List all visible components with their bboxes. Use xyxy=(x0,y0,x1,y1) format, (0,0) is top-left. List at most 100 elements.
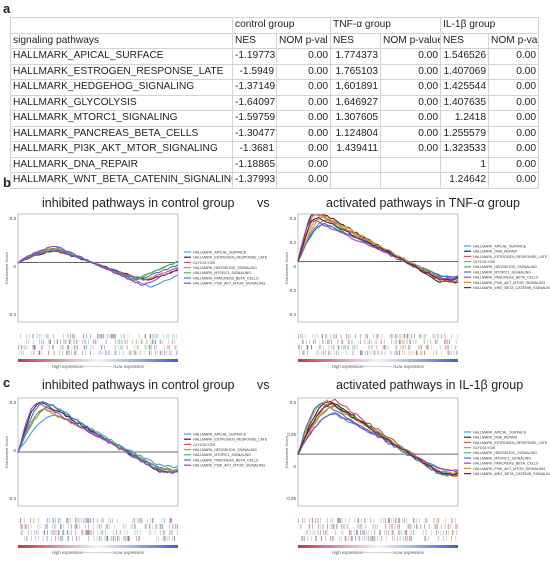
pathway-name-cell: HALLMARK_ESTROGEN_RESPONSE_LATE xyxy=(10,63,233,80)
rank-gradient-bar xyxy=(298,359,458,362)
value-cell: 1.255579 xyxy=(440,125,490,142)
enrichment-curve xyxy=(297,216,459,281)
legend-label: HALLMARK_APICAL_SURFACE xyxy=(473,244,527,248)
enrichment-curve xyxy=(17,403,179,473)
enrichment-curve xyxy=(297,214,459,284)
value-cell xyxy=(330,172,381,189)
legend-label: HALLMARK_HEDGEHOG_SIGNALING xyxy=(193,266,257,270)
gsea-plot-c-left: Enrichment Score 0.3 0 -0.3 HALLMARK_APICAL_… xyxy=(4,397,268,555)
pathway-name-cell: HALLMARK_WNT_BETA_CATENIN_SIGNALING xyxy=(10,172,233,189)
legend-label: HALLMARK_APICAL_SURFACE xyxy=(193,432,247,436)
y-tick-label: -0.25 xyxy=(286,496,297,501)
table-row: HALLMARK_DNA_REPAIR -1.18865 0.00 1 0.00 xyxy=(10,156,540,173)
value-cell: 1.546526 xyxy=(440,48,490,65)
value-cell: 1.774373 xyxy=(330,48,381,65)
enrichment-curve xyxy=(297,215,459,281)
value-cell: 0.00 xyxy=(488,63,540,80)
y-tick-label: -0.3 xyxy=(8,312,16,317)
table-row: HALLMARK_GLYCOLYSIS -1.64097 0.00 1.646927 0… xyxy=(10,94,540,111)
enrichment-curve xyxy=(297,413,459,472)
group-header: IL-1β group xyxy=(440,17,540,34)
b-right-title: activated pathways in TNF-α group xyxy=(326,196,520,210)
legend-label: HALLMARK_MTORC1_SIGNALING xyxy=(193,453,251,457)
enrichment-curve xyxy=(297,405,459,474)
panel-label-c: c xyxy=(3,375,11,390)
sub-header: NOM p-val xyxy=(276,32,331,49)
y-axis-label: Enrichment Score xyxy=(284,251,289,284)
table-group-header-row: control group TNF-α group IL-1β group xyxy=(10,17,540,34)
legend-label: HALLMARK_PI3K_AKT_MTOR_SIGNALING xyxy=(473,467,545,471)
legend-label: HALLMARK_MTORC1_SIGNALING xyxy=(473,456,531,460)
row-header: signaling pathways xyxy=(10,32,233,49)
enrichment-curve xyxy=(17,245,179,286)
value-cell: 1.425544 xyxy=(440,79,490,96)
legend-label: HALLMARK_ESTROGEN_RESPONSE_LATE xyxy=(193,256,268,260)
legend-label: HALLMARK_DNA_REPAIR xyxy=(473,436,517,440)
value-cell: 0.00 xyxy=(488,125,540,142)
legend-label: HALLMARK_ESTROGEN_RESPONSE_LATE xyxy=(473,255,548,259)
value-cell: 1.407635 xyxy=(440,94,490,111)
x-axis-label: High expression<-------------------->Low… xyxy=(332,364,425,369)
table-row: HALLMARK_MTORC1_SIGNALING -1.59759 0.00 1.3… xyxy=(10,110,540,127)
legend-label: HALLMARK_PI3K_AKT_MTOR_SIGNALING xyxy=(473,281,545,285)
c-vs-label: vs xyxy=(257,378,270,392)
b-left-title: inhibited pathways in control group xyxy=(42,196,235,210)
value-cell: 0.00 xyxy=(276,156,331,173)
legend-label: HALLMARK_PI3K_AKT_MTOR_SIGNALING xyxy=(193,464,265,468)
enrichment-curve xyxy=(17,248,179,280)
y-tick-label: 0.4 xyxy=(290,216,297,221)
y-axis-label: Enrichment Score xyxy=(4,251,9,284)
value-cell: 0.00 xyxy=(276,110,331,127)
legend-label: HALLMARK_PI3K_AKT_MTOR_SIGNALING xyxy=(193,282,265,286)
y-tick-label: 0 xyxy=(13,448,16,453)
value-cell: 0.00 xyxy=(488,141,540,158)
legend-label: GLYCOLYSIS xyxy=(473,446,496,450)
value-cell: 0.00 xyxy=(276,48,331,65)
pathway-name-cell: HALLMARK_GLYCOLYSIS xyxy=(10,94,233,111)
value-cell: -1.3681 xyxy=(232,141,277,158)
enrichment-curve xyxy=(17,402,179,474)
legend-label: GLYCOLYSIS xyxy=(473,260,496,264)
value-cell: 0.00 xyxy=(379,63,442,80)
value-cell: 0.00 xyxy=(276,94,331,111)
value-cell: -1.59759 xyxy=(232,110,277,127)
legend-label: HALLMARK_HEDGEHOG_SIGNALING xyxy=(193,448,257,452)
sub-header: NOM p-value xyxy=(379,32,442,49)
plot-frame xyxy=(17,213,179,323)
rank-gradient-bar xyxy=(18,359,178,362)
value-cell: 1.2418 xyxy=(440,110,490,127)
pathway-name-cell: HALLMARK_PANCREAS_BETA_CELLS xyxy=(10,125,233,142)
y-tick-label: -0.3 xyxy=(8,496,16,501)
value-cell: 1.601891 xyxy=(330,79,381,96)
value-cell: 0.00 xyxy=(276,125,331,142)
value-cell: 0.00 xyxy=(488,110,540,127)
y-tick-label: -0.2 xyxy=(288,288,296,293)
value-cell: 0.00 xyxy=(488,94,540,111)
b-vs-label: vs xyxy=(257,196,270,210)
value-cell: 1.323533 xyxy=(440,141,490,158)
gsea-plot-b-left: Enrichment Score 0.3 0 -0.3 HALLMARK_APICAL_… xyxy=(4,213,268,369)
legend-label: HALLMARK_PANCREAS_BETA_CELLS xyxy=(473,276,539,280)
legend-label: HALLMARK_MTORC1_SIGNALING xyxy=(193,271,251,275)
panel-label-a: a xyxy=(3,1,11,16)
legend-label: HALLMARK_HEDGEHOG_SIGNALING xyxy=(473,451,537,455)
value-cell: -1.18865 xyxy=(232,156,277,173)
value-cell: 0.00 xyxy=(276,79,331,96)
y-tick-label: 0.3 xyxy=(10,216,17,221)
rank-gradient-bar xyxy=(298,545,458,548)
legend-label: HALLMARK_PANCREAS_BETA_CELLS xyxy=(193,276,259,280)
legend-label: HALLMARK_HEDGEHOG_SIGNALING xyxy=(473,265,537,269)
value-cell: 0.00 xyxy=(379,79,442,96)
table-row: HALLMARK_HEDGEHOG_SIGNALING -1.37149 0.00 1… xyxy=(10,79,540,96)
value-cell: 1.307605 xyxy=(330,110,381,127)
pathway-name-cell: HALLMARK_DNA_REPAIR xyxy=(10,156,233,173)
plot-frame xyxy=(297,213,459,323)
sub-header: NOM p-va xyxy=(488,32,540,49)
value-cell: 1.765103 xyxy=(330,63,381,80)
y-axis-label: Enrichment Score xyxy=(4,435,9,468)
rank-gradient-bar xyxy=(18,545,178,548)
value-cell: -1.64097 xyxy=(232,94,277,111)
legend-label: GLYCOLYSIS xyxy=(193,443,216,447)
value-cell: -1.5949 xyxy=(232,63,277,80)
value-cell: 0.00 xyxy=(276,63,331,80)
